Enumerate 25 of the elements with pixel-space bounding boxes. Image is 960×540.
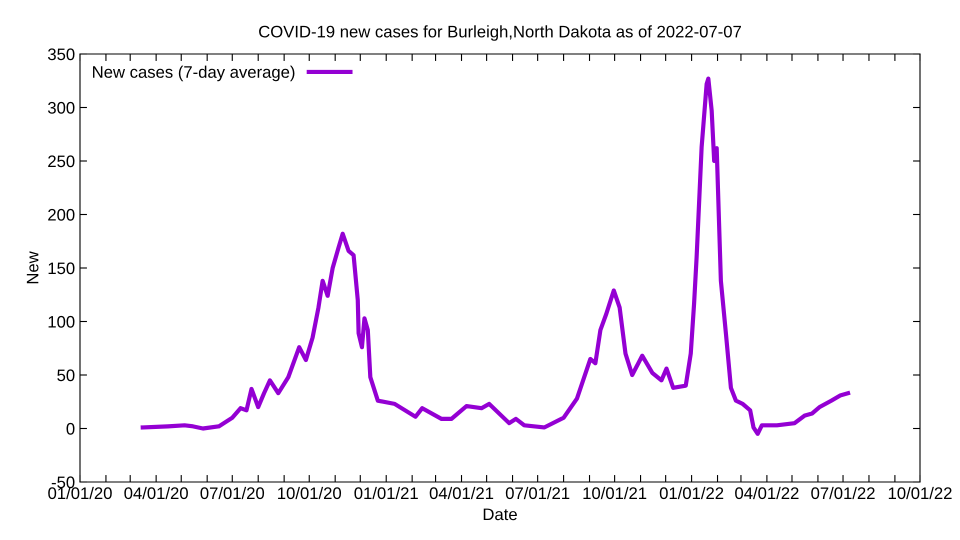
x-tick-label: 10/01/22 (888, 486, 952, 500)
y-tick-label: 250 (48, 155, 74, 168)
x-tick-label: 01/01/20 (48, 486, 112, 500)
x-tick-label: 04/01/22 (735, 486, 798, 500)
x-tick-label: 10/01/21 (583, 486, 646, 500)
chart-title: COVID-19 new cases for Burleigh,North Dakota as of 2022-07-07 (259, 25, 741, 41)
y-tick-label: -50 (52, 476, 74, 488)
x-tick-label: 07/01/21 (506, 486, 570, 500)
x-tick-label: 10/01/20 (278, 486, 342, 500)
x-tick-label: 01/01/21 (354, 486, 418, 500)
y-tick-label: 100 (48, 316, 74, 328)
x-axis-title: Date (484, 508, 517, 520)
y-tick-label: 300 (48, 102, 74, 114)
x-tick-label: 07/01/22 (811, 486, 875, 500)
y-tick-label: 150 (48, 262, 74, 274)
y-tick-label: 50 (57, 369, 74, 382)
y-tick-label: 0 (66, 422, 74, 435)
x-tick-label: 01/01/22 (660, 486, 724, 500)
x-tick-label: 04/01/21 (430, 486, 494, 500)
x-tick-label: 07/01/20 (200, 486, 264, 500)
x-tick-label: 04/01/20 (124, 486, 188, 500)
y-tick-label: 200 (48, 208, 74, 221)
y-tick-label: 350 (48, 48, 74, 60)
legend-label: New cases (7-day average) (93, 66, 294, 82)
y-axis-title: New (26, 251, 38, 284)
